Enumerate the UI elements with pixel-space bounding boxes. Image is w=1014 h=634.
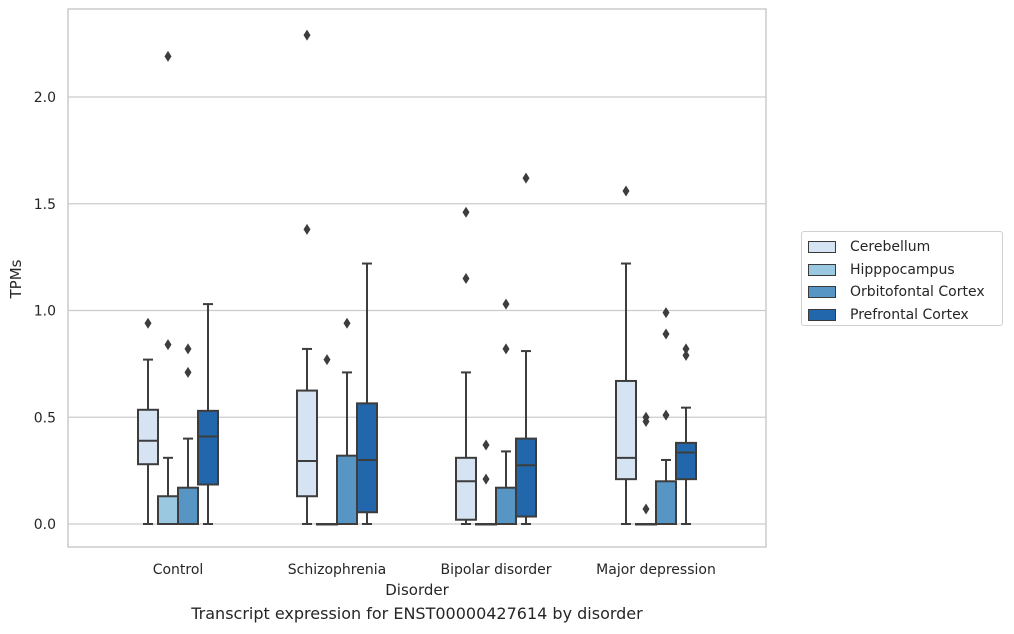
outlier-point [662, 328, 670, 340]
box-iqr [655, 480, 677, 525]
box-group [356, 262, 378, 525]
legend-item: Orbitofontal Cortex [808, 281, 996, 304]
y-tick-label: 1.5 [34, 197, 56, 213]
box-iqr [137, 408, 159, 466]
box-iqr [336, 454, 358, 525]
box-iqr [356, 402, 378, 514]
box-group [455, 206, 477, 525]
box-group [635, 411, 657, 526]
y-axis-label: TPMs [7, 259, 25, 299]
outlier-point [642, 503, 650, 515]
outlier-point [184, 366, 192, 378]
legend-swatch-hippocampus [808, 263, 836, 276]
outlier-point [502, 298, 510, 310]
legend-swatch-orbitofrontal [808, 286, 836, 299]
legend-label: Hipppocampus [850, 261, 955, 278]
outlier-point [482, 439, 490, 451]
box-group [197, 303, 219, 525]
y-tick-label: 0.0 [34, 517, 56, 533]
x-tick-label: Control [153, 562, 204, 578]
legend-label: Orbitofontal Cortex [850, 284, 985, 301]
outlier-point [303, 29, 311, 41]
box-iqr [495, 486, 517, 525]
legend-swatch-cerebellum [808, 241, 836, 254]
legend-swatch-prefrontal [808, 308, 836, 321]
outlier-point [164, 50, 172, 62]
legend-label: Cerebellum [850, 239, 931, 256]
outlier-point [144, 317, 152, 329]
box-group [177, 343, 199, 525]
x-tick-labels: Control Schizophrenia Bipolar disorder Majo… [153, 562, 716, 578]
outlier-point [502, 343, 510, 355]
outlier-point [622, 185, 630, 197]
x-tick-label: Schizophrenia [288, 562, 386, 578]
outlier-point [303, 223, 311, 235]
legend-item: Cerebellum [808, 236, 996, 259]
plot-frame [67, 8, 767, 548]
outlier-point [184, 343, 192, 355]
y-tick-label: 2.0 [34, 90, 56, 106]
box-iqr [515, 437, 537, 518]
y-tick-label: 1.0 [34, 304, 56, 320]
legend-item: Prefrontal Cortex [808, 304, 996, 327]
box-group [336, 317, 358, 525]
outlier-point [343, 317, 351, 329]
x-tick-label: Bipolar disorder [440, 562, 551, 578]
box-iqr [177, 486, 199, 525]
box-iqr [296, 389, 318, 498]
outlier-point [662, 307, 670, 319]
box-iqr [157, 495, 179, 525]
y-tick-labels: 0.0 0.5 1.0 1.5 2.0 [34, 90, 56, 533]
outlier-point [462, 272, 470, 284]
legend-label: Prefrontal Cortex [850, 306, 969, 323]
outlier-point [642, 411, 650, 423]
chart-caption: Transcript expression for ENST0000042761… [191, 604, 643, 623]
box-group [615, 185, 637, 525]
box-group [137, 317, 159, 525]
box-iqr [197, 409, 219, 486]
outlier-point [682, 349, 690, 361]
outlier-point [482, 473, 490, 485]
outlier-point [662, 409, 670, 421]
x-axis-label: Disorder [385, 581, 449, 599]
box-plots [137, 29, 697, 526]
x-tick-label: Major depression [596, 562, 716, 578]
box-iqr [615, 379, 637, 481]
outlier-point [164, 339, 172, 351]
box-iqr [455, 456, 477, 521]
outlier-point [323, 354, 331, 366]
box-group [655, 307, 677, 525]
legend: Cerebellum Hipppocampus Orbitofontal Cor… [801, 231, 1003, 326]
box-group [495, 298, 517, 525]
outlier-point [462, 206, 470, 218]
outlier-point [682, 343, 690, 355]
box-group [675, 343, 697, 525]
box-iqr [675, 441, 697, 481]
box-group [515, 172, 537, 525]
box-group [316, 354, 338, 526]
outlier-point [522, 172, 530, 184]
legend-item: Hipppocampus [808, 259, 996, 282]
box-group [157, 50, 179, 525]
y-tick-label: 0.5 [34, 410, 56, 426]
box-group [475, 439, 497, 526]
box-group [296, 29, 318, 525]
